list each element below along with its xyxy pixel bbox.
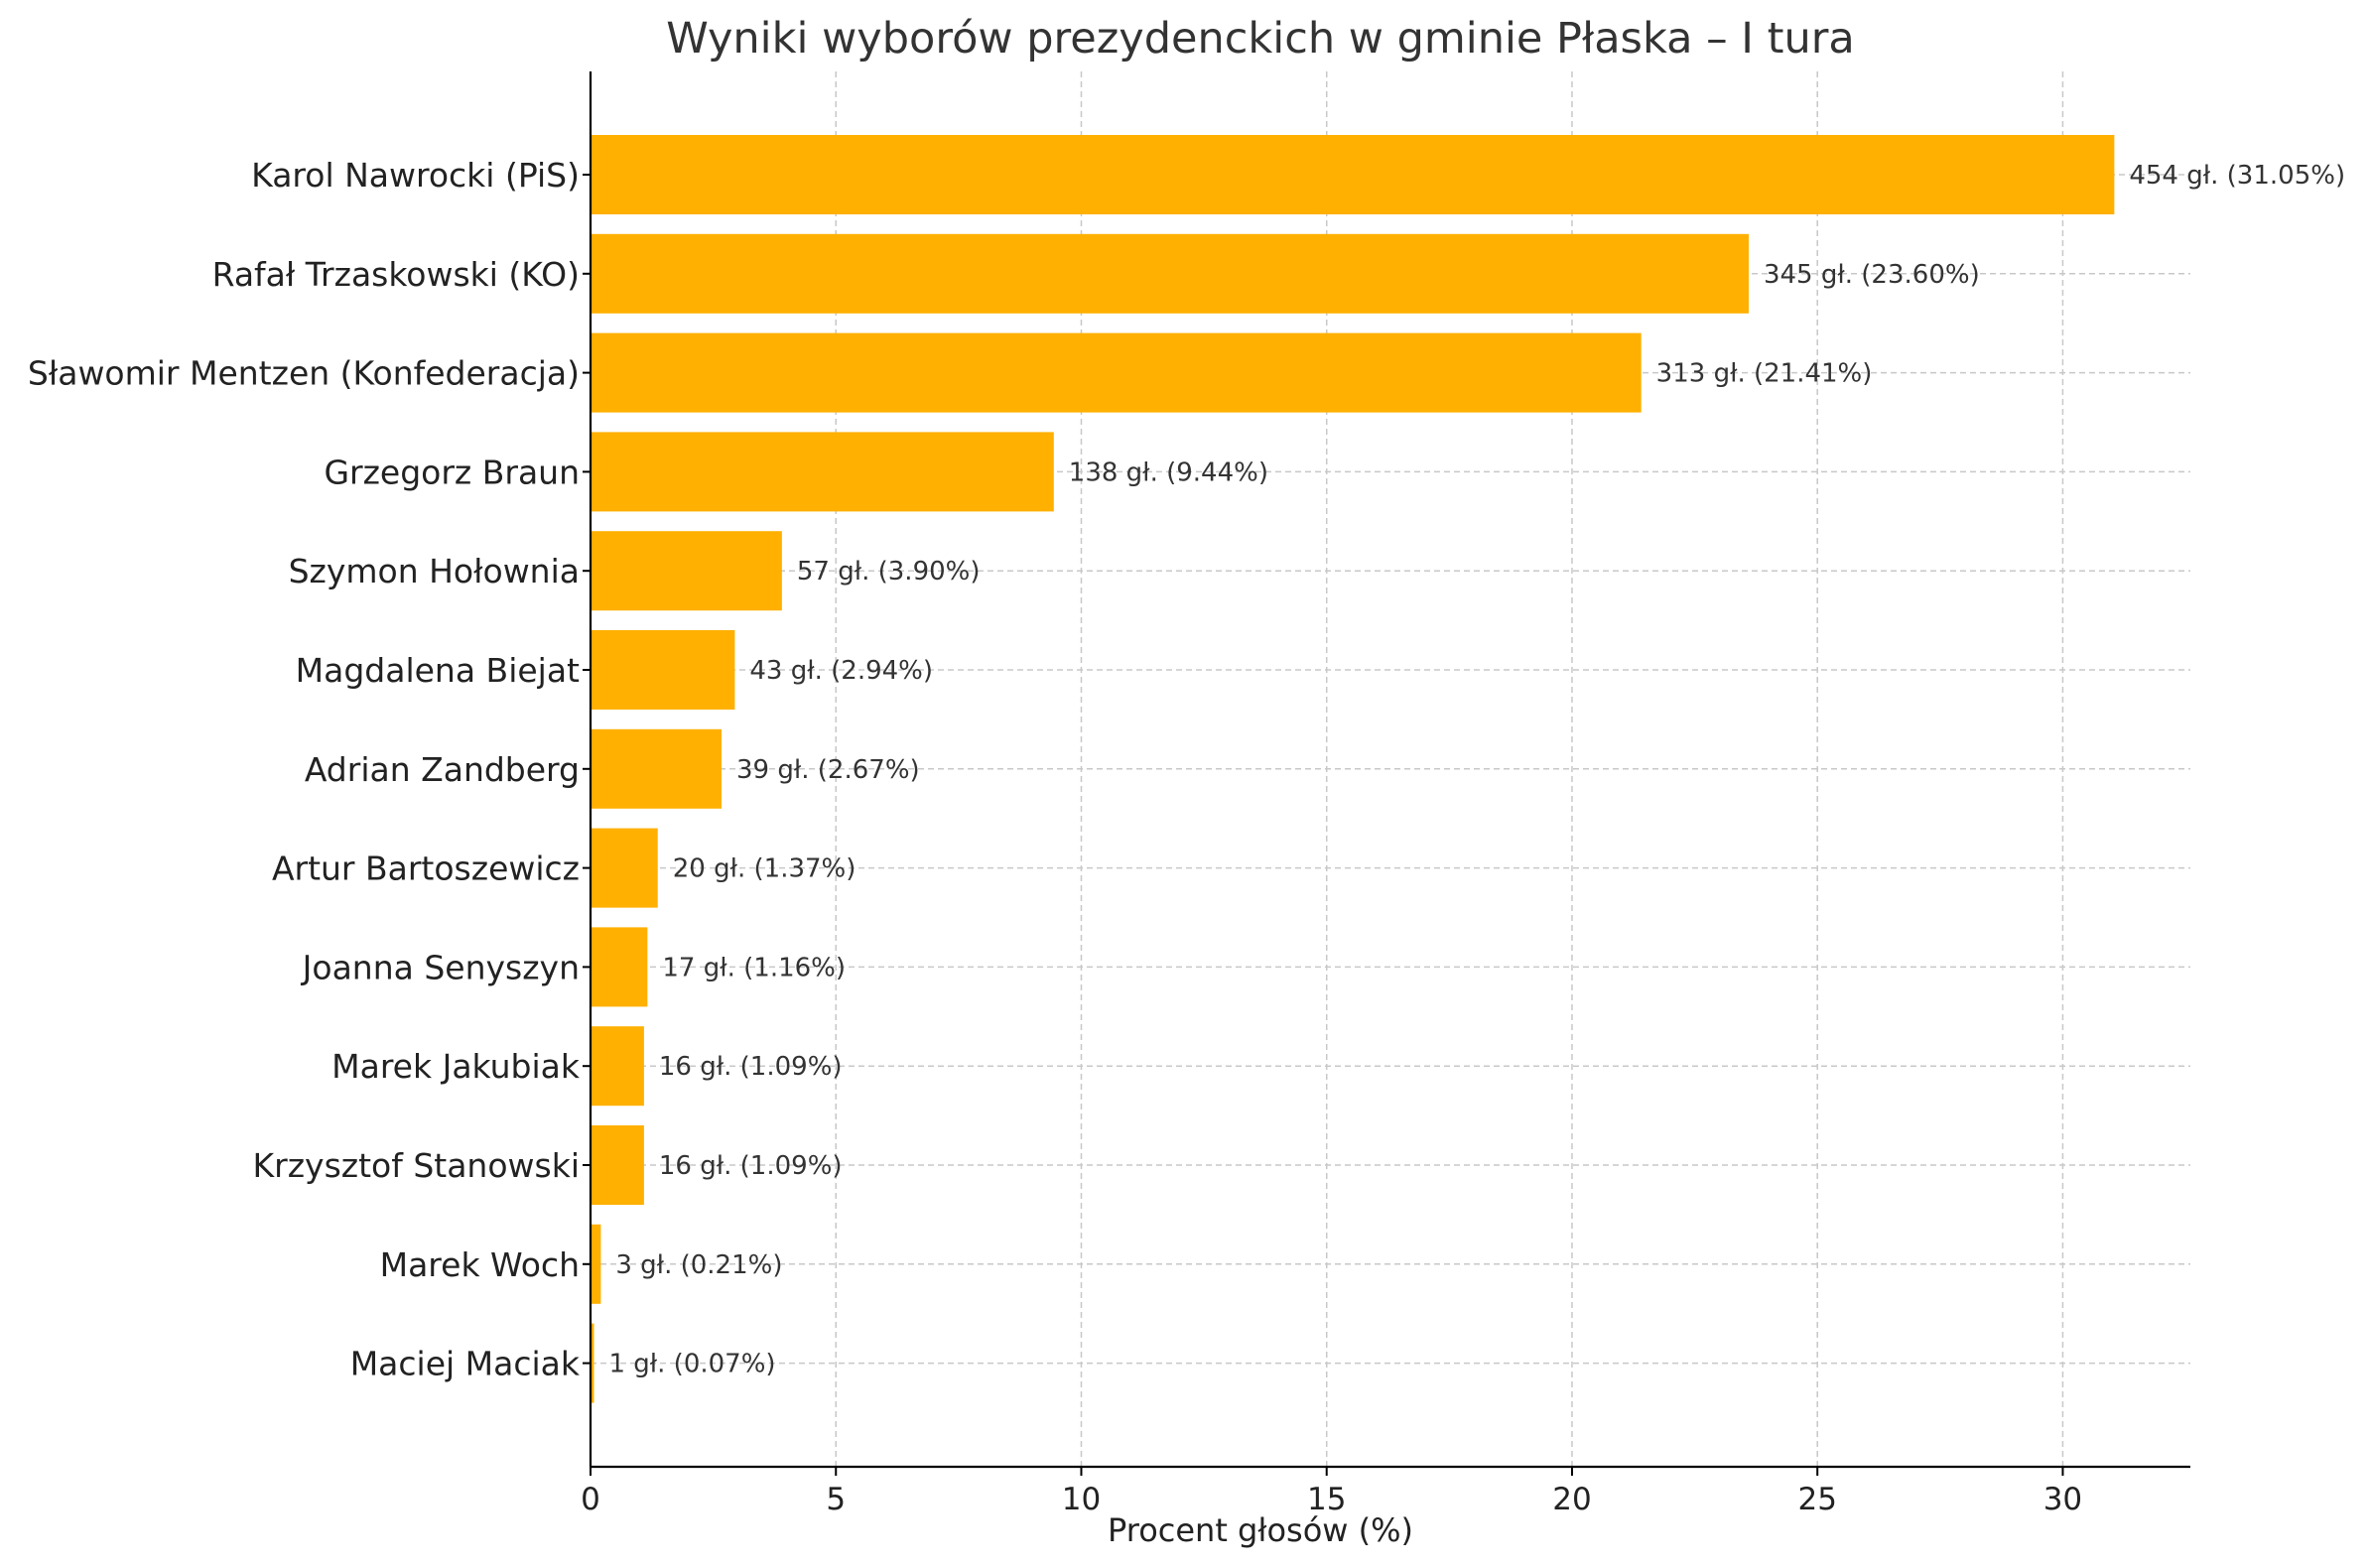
category-label-7: Artur Bartoszewicz (272, 849, 580, 888)
data-label-1: 345 gł. (23.60%) (1764, 260, 1980, 290)
x-ticks: 0 5 10 15 20 25 30 (581, 1467, 2082, 1517)
data-label-6: 39 gł. (2.67%) (736, 755, 920, 785)
bar-1 (591, 233, 1749, 314)
data-label-11: 3 gł. (0.21%) (615, 1250, 782, 1280)
x-tick-label-4: 20 (1552, 1482, 1591, 1517)
bar-6 (591, 728, 723, 809)
bar-10 (591, 1125, 644, 1205)
category-label-10: Krzysztof Stanowski (253, 1146, 580, 1185)
category-label-8: Joanna Senyszyn (301, 948, 580, 986)
bars (591, 135, 2115, 1403)
x-tick-label-0: 0 (581, 1482, 600, 1517)
data-label-3: 138 gł. (9.44%) (1069, 457, 1268, 487)
data-label-8: 17 gł. (1.16%) (662, 953, 846, 982)
x-tick-label-2: 10 (1062, 1482, 1101, 1517)
data-labels: 454 gł. (31.05%) 345 gł. (23.60%) 313 gł. … (608, 161, 2345, 1379)
data-label-2: 313 gł. (21.41%) (1656, 359, 1873, 389)
x-tick-label-1: 5 (826, 1482, 846, 1517)
data-label-10: 16 gł. (1.09%) (659, 1151, 843, 1181)
data-label-12: 1 gł. (0.07%) (608, 1350, 775, 1379)
category-label-3: Grzegorz Braun (324, 453, 580, 491)
x-tick-label-6: 30 (2043, 1482, 2082, 1517)
category-labels: Karol Nawrocki (PiS) Rafał Trzaskowski (K… (28, 156, 591, 1383)
x-tick-label-5: 25 (1797, 1482, 1836, 1517)
x-tick-label-3: 15 (1307, 1482, 1346, 1517)
category-label-2: Sławomir Mentzen (Konfederacja) (28, 354, 580, 393)
data-label-0: 454 gł. (31.05%) (2129, 161, 2345, 191)
data-label-5: 43 gł. (2.94%) (749, 656, 933, 686)
category-label-4: Szymon Hołownia (289, 552, 580, 590)
category-label-11: Marek Woch (380, 1245, 580, 1284)
data-label-9: 16 gł. (1.09%) (659, 1052, 843, 1082)
bar-12 (591, 1323, 594, 1403)
chart-title: Wyniki wyborów prezydenckich w gminie Pł… (666, 14, 1855, 64)
category-label-1: Rafał Trzaskowski (KO) (212, 255, 580, 294)
category-label-6: Adrian Zandberg (305, 750, 580, 789)
data-label-7: 20 gł. (1.37%) (673, 854, 856, 884)
bar-7 (591, 828, 658, 908)
bar-8 (591, 927, 648, 1007)
bar-11 (591, 1224, 601, 1304)
bar-9 (591, 1026, 644, 1107)
x-axis-label: Procent głosów (%) (1108, 1511, 1413, 1549)
category-label-9: Marek Jakubiak (331, 1047, 581, 1086)
category-label-12: Maciej Maciak (350, 1345, 581, 1383)
data-label-4: 57 gł. (3.90%) (797, 557, 981, 587)
category-label-0: Karol Nawrocki (PiS) (251, 156, 580, 195)
bar-2 (591, 332, 1642, 413)
bar-5 (591, 630, 735, 710)
bar-0 (591, 135, 2115, 214)
bar-4 (591, 531, 782, 611)
category-label-5: Magdalena Biejat (296, 651, 580, 690)
bar-3 (591, 432, 1054, 512)
grid-lines (591, 71, 2190, 1467)
